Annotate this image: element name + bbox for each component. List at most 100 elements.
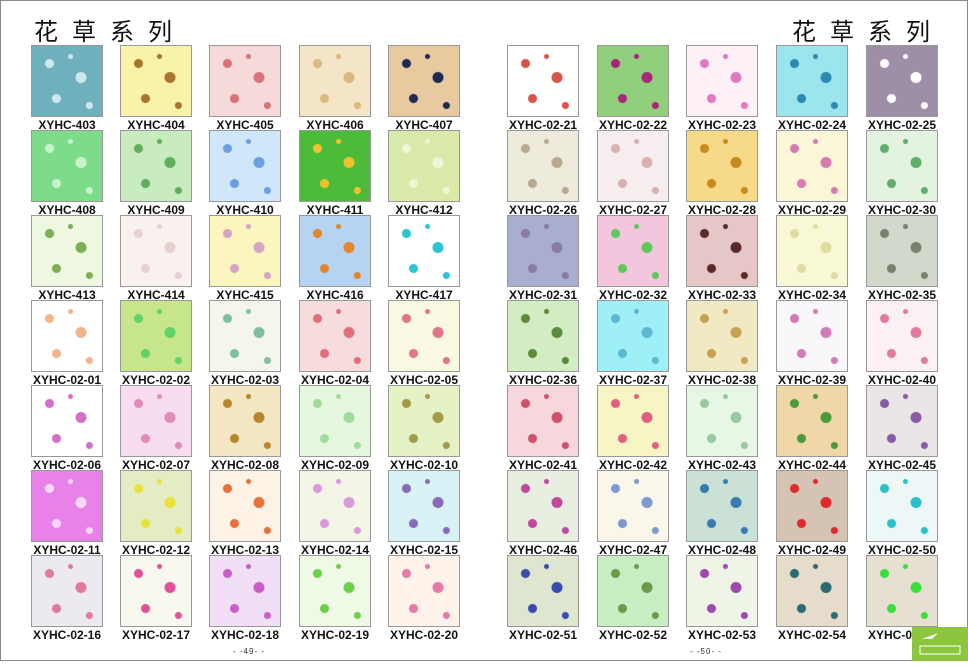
swatch-code: XYHC-02-04 (300, 373, 370, 387)
swatch-tile[interactable] (120, 470, 192, 542)
swatch-code: XYHC-02-51 (508, 628, 578, 642)
swatch-code: XYHC-411 (306, 203, 364, 217)
swatch-tile[interactable] (209, 300, 281, 372)
swatch-tile[interactable] (866, 470, 938, 542)
swatch-tile[interactable] (597, 470, 669, 542)
swatch-tile[interactable] (388, 300, 460, 372)
swatch-tile[interactable] (209, 385, 281, 457)
swatch-code: XYHC-02-14 (300, 543, 370, 557)
swatch-code: XYHC-02-34 (777, 288, 847, 302)
swatch-code: XYHC-02-39 (777, 373, 847, 387)
swatch-tile[interactable] (299, 45, 371, 117)
swatch-code: XYHC-02-12 (121, 543, 191, 557)
swatch-tile[interactable] (776, 470, 848, 542)
swatch-tile[interactable] (209, 555, 281, 627)
swatch-tile[interactable] (120, 555, 192, 627)
swatch-code: XYHC-02-32 (598, 288, 668, 302)
swatch-tile[interactable] (31, 215, 103, 287)
swatch-tile[interactable] (209, 45, 281, 117)
swatch-tile[interactable] (31, 130, 103, 202)
left-page-title: 花草系列 (34, 18, 186, 46)
swatch-tile[interactable] (597, 215, 669, 287)
swatch-tile[interactable] (686, 215, 758, 287)
swatch-code: XYHC-02-13 (210, 543, 280, 557)
swatch-code: XYHC-02-03 (210, 373, 280, 387)
swatch-tile[interactable] (299, 215, 371, 287)
swatch-tile[interactable] (388, 45, 460, 117)
swatch-tile[interactable] (866, 385, 938, 457)
swatch-code: XYHC-02-38 (687, 373, 757, 387)
swatch-tile[interactable] (209, 215, 281, 287)
swatch-tile[interactable] (776, 215, 848, 287)
swatch-tile[interactable] (507, 45, 579, 117)
swatch-code: XYHC-02-19 (300, 628, 370, 642)
swatch-tile[interactable] (866, 555, 938, 627)
swatch-code: XYHC-416 (306, 288, 364, 302)
swatch-tile[interactable] (776, 555, 848, 627)
swatch-code: XYHC-02-31 (508, 288, 578, 302)
swatch-tile[interactable] (597, 555, 669, 627)
swatch-code: XYHC-02-33 (687, 288, 757, 302)
swatch-tile[interactable] (507, 470, 579, 542)
swatch-tile[interactable] (507, 130, 579, 202)
swatch-tile[interactable] (776, 300, 848, 372)
swatch-code: XYHC-405 (216, 118, 274, 132)
swatch-tile[interactable] (388, 385, 460, 457)
swatch-code: XYHC-412 (395, 203, 453, 217)
swatch-tile[interactable] (120, 300, 192, 372)
swatch-code: XYHC-408 (38, 203, 96, 217)
swatch-tile[interactable] (866, 300, 938, 372)
swatch-tile[interactable] (31, 385, 103, 457)
swatch-tile[interactable] (388, 215, 460, 287)
swatch-tile[interactable] (31, 300, 103, 372)
swatch-tile[interactable] (31, 555, 103, 627)
swatch-tile[interactable] (507, 215, 579, 287)
swatch-tile[interactable] (507, 555, 579, 627)
swatch-tile[interactable] (686, 45, 758, 117)
swatch-tile[interactable] (299, 300, 371, 372)
swatch-tile[interactable] (597, 385, 669, 457)
swatch-tile[interactable] (597, 300, 669, 372)
swatch-tile[interactable] (209, 130, 281, 202)
swatch-code: XYHC-02-35 (867, 288, 937, 302)
swatch-tile[interactable] (209, 470, 281, 542)
swatch-tile[interactable] (31, 470, 103, 542)
swatch-tile[interactable] (597, 130, 669, 202)
swatch-tile[interactable] (299, 130, 371, 202)
swatch-tile[interactable] (120, 45, 192, 117)
swatch-tile[interactable] (776, 385, 848, 457)
swatch-tile[interactable] (776, 130, 848, 202)
swatch-tile[interactable] (686, 470, 758, 542)
swatch-tile[interactable] (776, 45, 848, 117)
swatch-tile[interactable] (299, 385, 371, 457)
swatch-tile[interactable] (686, 385, 758, 457)
swatch-tile[interactable] (120, 130, 192, 202)
swatch-tile[interactable] (388, 470, 460, 542)
swatch-tile[interactable] (866, 45, 938, 117)
swatch-code: XYHC-02-30 (867, 203, 937, 217)
swatch-tile[interactable] (120, 215, 192, 287)
swatch-code: XYHC-417 (395, 288, 453, 302)
swatch-tile[interactable] (686, 130, 758, 202)
swatch-tile[interactable] (686, 555, 758, 627)
swatch-tile[interactable] (388, 555, 460, 627)
swatch-tile[interactable] (507, 300, 579, 372)
swatch-tile[interactable] (866, 215, 938, 287)
swatch-tile[interactable] (299, 555, 371, 627)
swatch-code: XYHC-02-47 (598, 543, 668, 557)
swatch-tile[interactable] (299, 470, 371, 542)
swatch-tile[interactable] (686, 300, 758, 372)
swatch-tile[interactable] (597, 45, 669, 117)
swatch-tile[interactable] (388, 130, 460, 202)
swatch-code: XYHC-403 (38, 118, 96, 132)
swatch-code: XYHC-02-18 (210, 628, 280, 642)
swatch-code: XYHC-410 (216, 203, 274, 217)
swatch-code: XYHC-02-43 (687, 458, 757, 472)
swatch-tile[interactable] (866, 130, 938, 202)
swatch-code: XYHC-407 (395, 118, 453, 132)
swatch-tile[interactable] (507, 385, 579, 457)
swatch-code: XYHC-02-48 (687, 543, 757, 557)
swatch-tile[interactable] (120, 385, 192, 457)
swatch-code: XYHC-414 (127, 288, 185, 302)
swatch-tile[interactable] (31, 45, 103, 117)
